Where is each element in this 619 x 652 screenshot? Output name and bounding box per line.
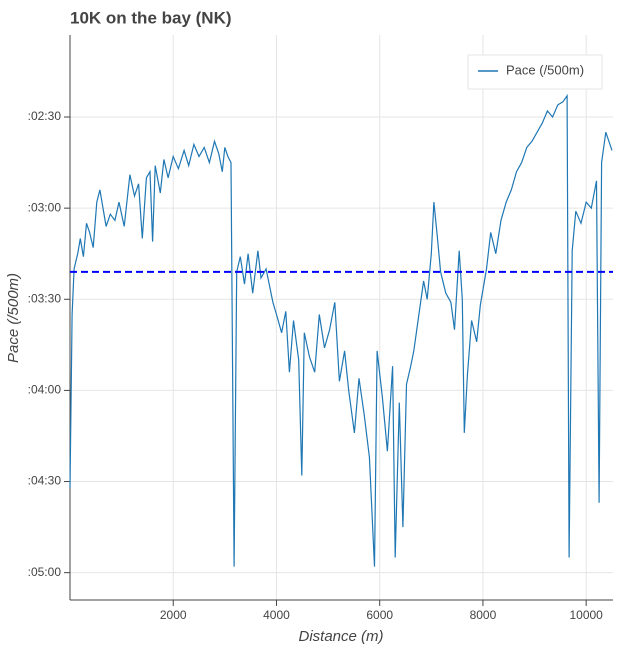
y-tick-label: :04:30 [28,474,62,488]
legend-label: Pace (/500m) [506,62,584,77]
chart-title: 10K on the bay (NK) [70,8,232,27]
y-tick-label: :02:30 [28,109,62,123]
x-tick-label: 8000 [470,608,497,622]
y-axis-label: Pace (/500m) [5,273,22,363]
x-tick-label: 6000 [366,608,393,622]
x-tick-label: 2000 [160,608,187,622]
x-tick-label: 10000 [569,608,603,622]
y-tick-label: :05:00 [28,565,62,579]
y-tick-label: :04:00 [28,383,62,397]
x-axis-label: Distance (m) [298,628,383,645]
pace-line [69,93,613,567]
x-tick-label: 4000 [263,608,290,622]
y-tick-label: :03:30 [28,291,62,305]
legend-box [467,54,603,90]
y-tick-label: :03:00 [28,200,62,214]
